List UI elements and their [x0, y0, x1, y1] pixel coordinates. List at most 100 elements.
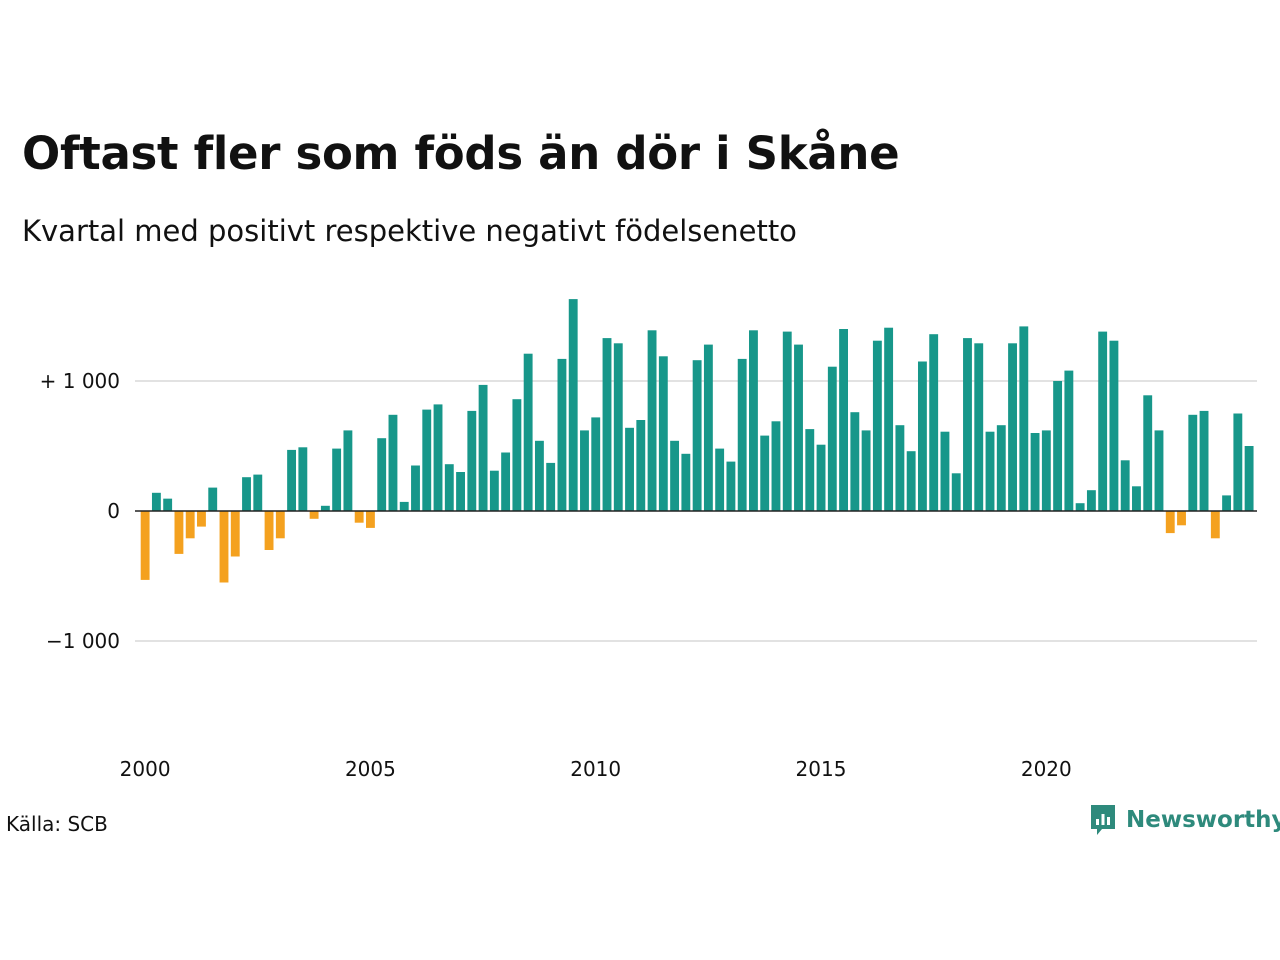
bar-2002K2 [242, 477, 251, 511]
y-tick-label: −1 000 [46, 629, 120, 653]
bar-2019K1 [996, 425, 1006, 511]
bar-2006K4 [444, 464, 454, 511]
bar-2013K4 [760, 435, 770, 511]
bar-2022K4 [1165, 511, 1175, 534]
bar-2021K1 [1086, 490, 1096, 511]
bar-2018K2 [963, 338, 972, 511]
bar-2000K4 [174, 511, 184, 554]
bar-2012K4 [715, 448, 725, 511]
bar-2017K3 [929, 334, 939, 511]
x-tick-label: 2000 [120, 757, 171, 781]
bar-2007K3 [478, 384, 488, 511]
bar-2016K2 [872, 340, 882, 511]
bar-2022K3 [1154, 430, 1164, 511]
bar-2007K2 [467, 410, 477, 511]
bar-2018K1 [951, 473, 961, 511]
bar-2023K2 [1188, 414, 1198, 511]
bar-2020K1 [1041, 430, 1051, 511]
bar-2005K2 [377, 438, 387, 511]
y-tick-label: + 1 000 [40, 369, 120, 393]
bar-2002K4 [264, 511, 274, 550]
bar-2015K3 [839, 329, 848, 511]
bar-2010K3 [613, 343, 623, 511]
bar-2017K1 [906, 451, 916, 511]
y-tick-label: 0 [107, 499, 120, 523]
bar-2008K3 [523, 353, 533, 511]
bar-2012K2 [692, 360, 702, 511]
bar-2005K4 [399, 501, 409, 511]
bar-2014K4 [805, 429, 815, 511]
x-tick-label: 2010 [570, 757, 621, 781]
bar-2011K3 [658, 356, 668, 511]
bar-2019K4 [1030, 433, 1040, 511]
bar-2021K2 [1098, 331, 1108, 511]
bar-2024K3 [1244, 446, 1254, 511]
bar-2009K1 [546, 462, 556, 511]
bar-2004K2 [332, 448, 342, 511]
bar-2022K2 [1143, 395, 1153, 511]
bar-2019K2 [1008, 343, 1017, 511]
bar-2012K1 [681, 453, 691, 511]
bar-2010K2 [602, 338, 612, 511]
brand-logo: Newsworthy [1088, 802, 1280, 838]
bar-2001K3 [208, 487, 218, 511]
bar-2017K2 [917, 361, 927, 511]
bar-2014K1 [771, 421, 781, 511]
x-tick-label: 2005 [345, 757, 396, 781]
bar-2015K4 [850, 412, 860, 511]
bar-2002K1 [230, 511, 240, 557]
bar-2013K1 [726, 461, 736, 511]
bar-2004K3 [343, 430, 353, 511]
bar-2010K4 [625, 427, 634, 511]
source-note: Källa: SCB [6, 812, 108, 836]
bar-2002K3 [253, 474, 263, 511]
bar-2023K4 [1210, 511, 1220, 539]
x-axis-labels: 2000 2005 2010 2015 2020 [120, 757, 1072, 781]
bar-2001K2 [197, 511, 206, 527]
bar-2012K3 [703, 344, 713, 511]
bar-2008K2 [512, 399, 522, 511]
bar-2007K4 [489, 470, 499, 511]
bar-2011K4 [670, 440, 680, 511]
bar-2011K2 [647, 330, 657, 511]
bar-2024K2 [1233, 413, 1243, 511]
bar-2004K4 [354, 511, 364, 523]
bars [140, 299, 1254, 583]
bar-2008K4 [534, 440, 544, 511]
bar-2008K1 [501, 452, 511, 511]
x-tick-label: 2020 [1021, 757, 1072, 781]
bar-2000K1 [140, 511, 150, 580]
bar-2001K4 [219, 511, 229, 583]
bar-2024K1 [1222, 495, 1232, 511]
bar-2014K2 [782, 331, 792, 511]
bar-2015K2 [827, 366, 837, 511]
bar-2020K2 [1053, 381, 1063, 511]
x-tick-label: 2015 [796, 757, 847, 781]
bar-2018K3 [974, 343, 984, 511]
bar-2003K1 [275, 511, 285, 539]
y-axis-labels: + 1 000 0 −1 000 [40, 369, 120, 653]
bar-2013K2 [737, 358, 747, 511]
bar-2009K4 [580, 430, 589, 511]
bar-2016K1 [861, 430, 871, 511]
bar-2015K1 [816, 444, 826, 511]
bar-2021K4 [1120, 460, 1130, 511]
bar-2022K1 [1132, 486, 1141, 511]
newsworthy-logo-icon [1091, 805, 1115, 835]
bar-2003K2 [287, 449, 297, 511]
bar-2000K2 [151, 492, 161, 511]
bar-2023K1 [1177, 511, 1186, 526]
bar-2006K1 [411, 465, 420, 511]
bar-2006K2 [422, 409, 432, 511]
bar-2016K3 [884, 327, 894, 511]
chart-subtitle: Kvartal med positivt respektive negativt… [22, 214, 797, 248]
chart-title: Oftast fler som föds än dör i Skåne [22, 127, 900, 180]
bar-2009K3 [568, 299, 578, 511]
bar-2018K4 [985, 431, 995, 511]
bar-2013K3 [749, 330, 758, 511]
bar-2014K3 [794, 344, 803, 511]
bar-2010K1 [591, 417, 601, 511]
bar-2004K1 [320, 505, 330, 511]
bar-2017K4 [940, 431, 950, 511]
bar-2000K3 [163, 498, 173, 511]
